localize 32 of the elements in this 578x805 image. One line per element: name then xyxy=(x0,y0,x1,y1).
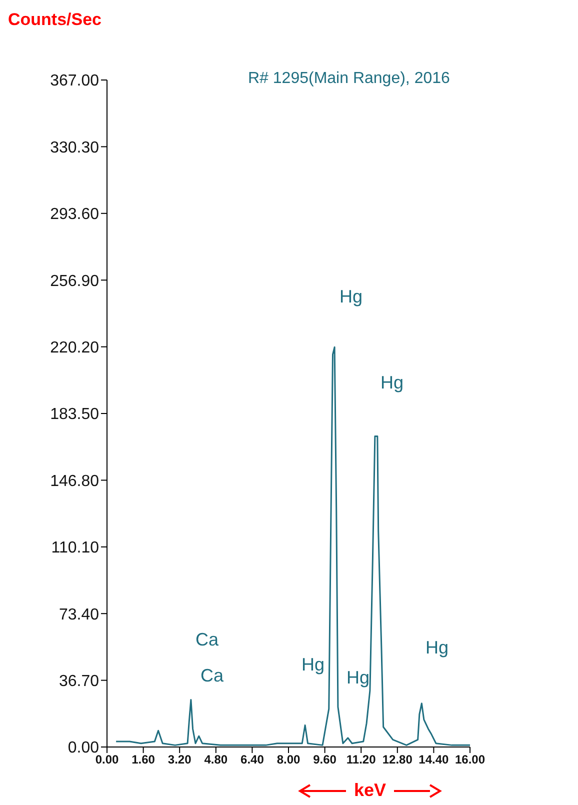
x-tick-label: 4.80 xyxy=(204,752,228,767)
y-tick-label: 256.90 xyxy=(50,272,100,290)
annotation: Hg xyxy=(380,372,404,394)
y-tick-label: 110.10 xyxy=(51,540,100,557)
chart-subtitle: R# 1295(Main Range), 2016 xyxy=(248,70,450,88)
x-tick-label: 12.80 xyxy=(382,752,413,767)
x-axis-title: keV xyxy=(354,780,386,801)
annotation: Hg xyxy=(301,654,325,676)
x-tick-label: 8.00 xyxy=(276,752,300,767)
x-tick-label: 1.60 xyxy=(132,752,156,767)
annotation: Hg xyxy=(339,286,363,308)
y-axis-title: Counts/Sec xyxy=(8,10,102,30)
y-tick-label: 293.60 xyxy=(50,206,100,224)
line-series xyxy=(115,346,470,746)
x-tick-label: 0.00 xyxy=(95,752,119,767)
y-tick-label: 367.00 xyxy=(50,72,100,90)
y-tick-label: 73.40 xyxy=(58,606,100,624)
x-tick-label: 11.20 xyxy=(346,752,376,767)
y-tick-label: 330.30 xyxy=(50,139,100,156)
annotation: Hg xyxy=(346,668,370,688)
y-tick-label: 220.20 xyxy=(50,339,100,356)
x-tick-label: 16.00 xyxy=(454,752,486,767)
y-tick-label: 36.70 xyxy=(58,672,100,690)
y-tick-label: 146.80 xyxy=(50,472,100,490)
annotation: Ca xyxy=(195,630,219,650)
x-tick-label: 9.60 xyxy=(313,752,337,767)
annotation: Hg xyxy=(425,638,449,658)
x-tick-label: 6.40 xyxy=(240,752,264,767)
x-tick-label: 14.40 xyxy=(418,752,450,767)
annotation: Ca xyxy=(200,666,224,686)
x-tick-label: 3.20 xyxy=(168,752,192,767)
y-tick-label: 183.50 xyxy=(50,406,100,424)
